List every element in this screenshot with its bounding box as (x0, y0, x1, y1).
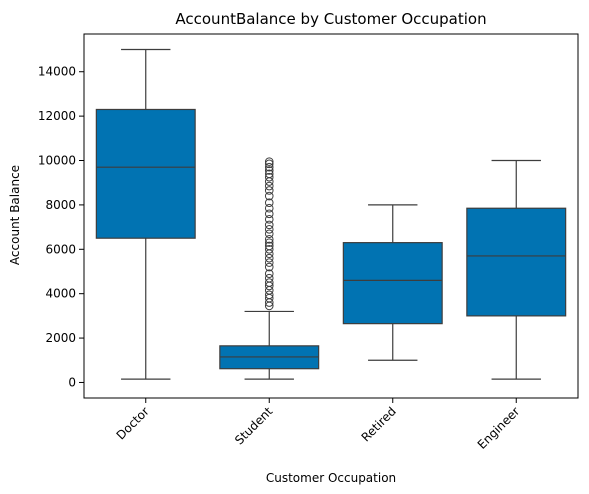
y-axis-label: Account Balance (8, 165, 22, 265)
outlier-student (264, 225, 274, 234)
outlier-student (264, 166, 274, 175)
outlier-student (264, 235, 274, 244)
outlier-student (264, 209, 274, 219)
outlier-student (264, 258, 274, 267)
outlier-student (264, 181, 274, 191)
plot-area: 0 2000 4000 6000 8000 10000 12000 14000 Doctor St… (38, 33, 579, 452)
outlier-student (264, 191, 274, 201)
y-tick-label: 6000 (45, 242, 76, 256)
outlier-student (264, 244, 274, 254)
outlier-student (264, 172, 274, 182)
box-engineer (466, 207, 567, 317)
outlier-student (264, 162, 274, 172)
outlier-student (264, 262, 274, 272)
outlier-student (264, 177, 274, 186)
outlier-student (264, 186, 274, 195)
outlier-student (264, 229, 274, 239)
outlier-student (264, 249, 274, 259)
outlier-student (264, 159, 274, 169)
y-tick-label: 10000 (38, 154, 76, 168)
y-tick-label: 4000 (45, 287, 76, 301)
chart-title: AccountBalance by Customer Occupation (175, 10, 486, 28)
box-doctor (95, 108, 196, 239)
outlier-student (264, 198, 274, 207)
outlier-student (264, 238, 274, 247)
y-tick-label: 12000 (38, 109, 76, 123)
outlier-student (264, 278, 274, 287)
outlier-student (264, 241, 274, 251)
plot-frame (83, 33, 579, 399)
x-axis-label: Customer Occupation (266, 471, 396, 485)
outlier-student (264, 220, 274, 230)
outlier-student (264, 203, 274, 213)
outlier-student (264, 215, 274, 224)
x-tick-label: Doctor (114, 404, 152, 442)
outlier-student (264, 169, 274, 179)
box-retired (342, 242, 443, 325)
y-tick-label: 0 (68, 375, 76, 389)
x-tick-label: Student (232, 404, 276, 448)
x-tick-label: Engineer (475, 404, 523, 452)
y-tick-label: 8000 (45, 198, 76, 212)
outlier-student (264, 157, 274, 166)
y-tick-label: 14000 (38, 65, 76, 79)
outlier-student (264, 286, 274, 295)
x-tick-label: Retired (359, 404, 399, 444)
y-tick-label: 2000 (45, 331, 76, 345)
outlier-student (264, 253, 274, 263)
outlier-student (264, 269, 274, 279)
outlier-student (264, 290, 274, 300)
outlier-student (264, 273, 274, 283)
